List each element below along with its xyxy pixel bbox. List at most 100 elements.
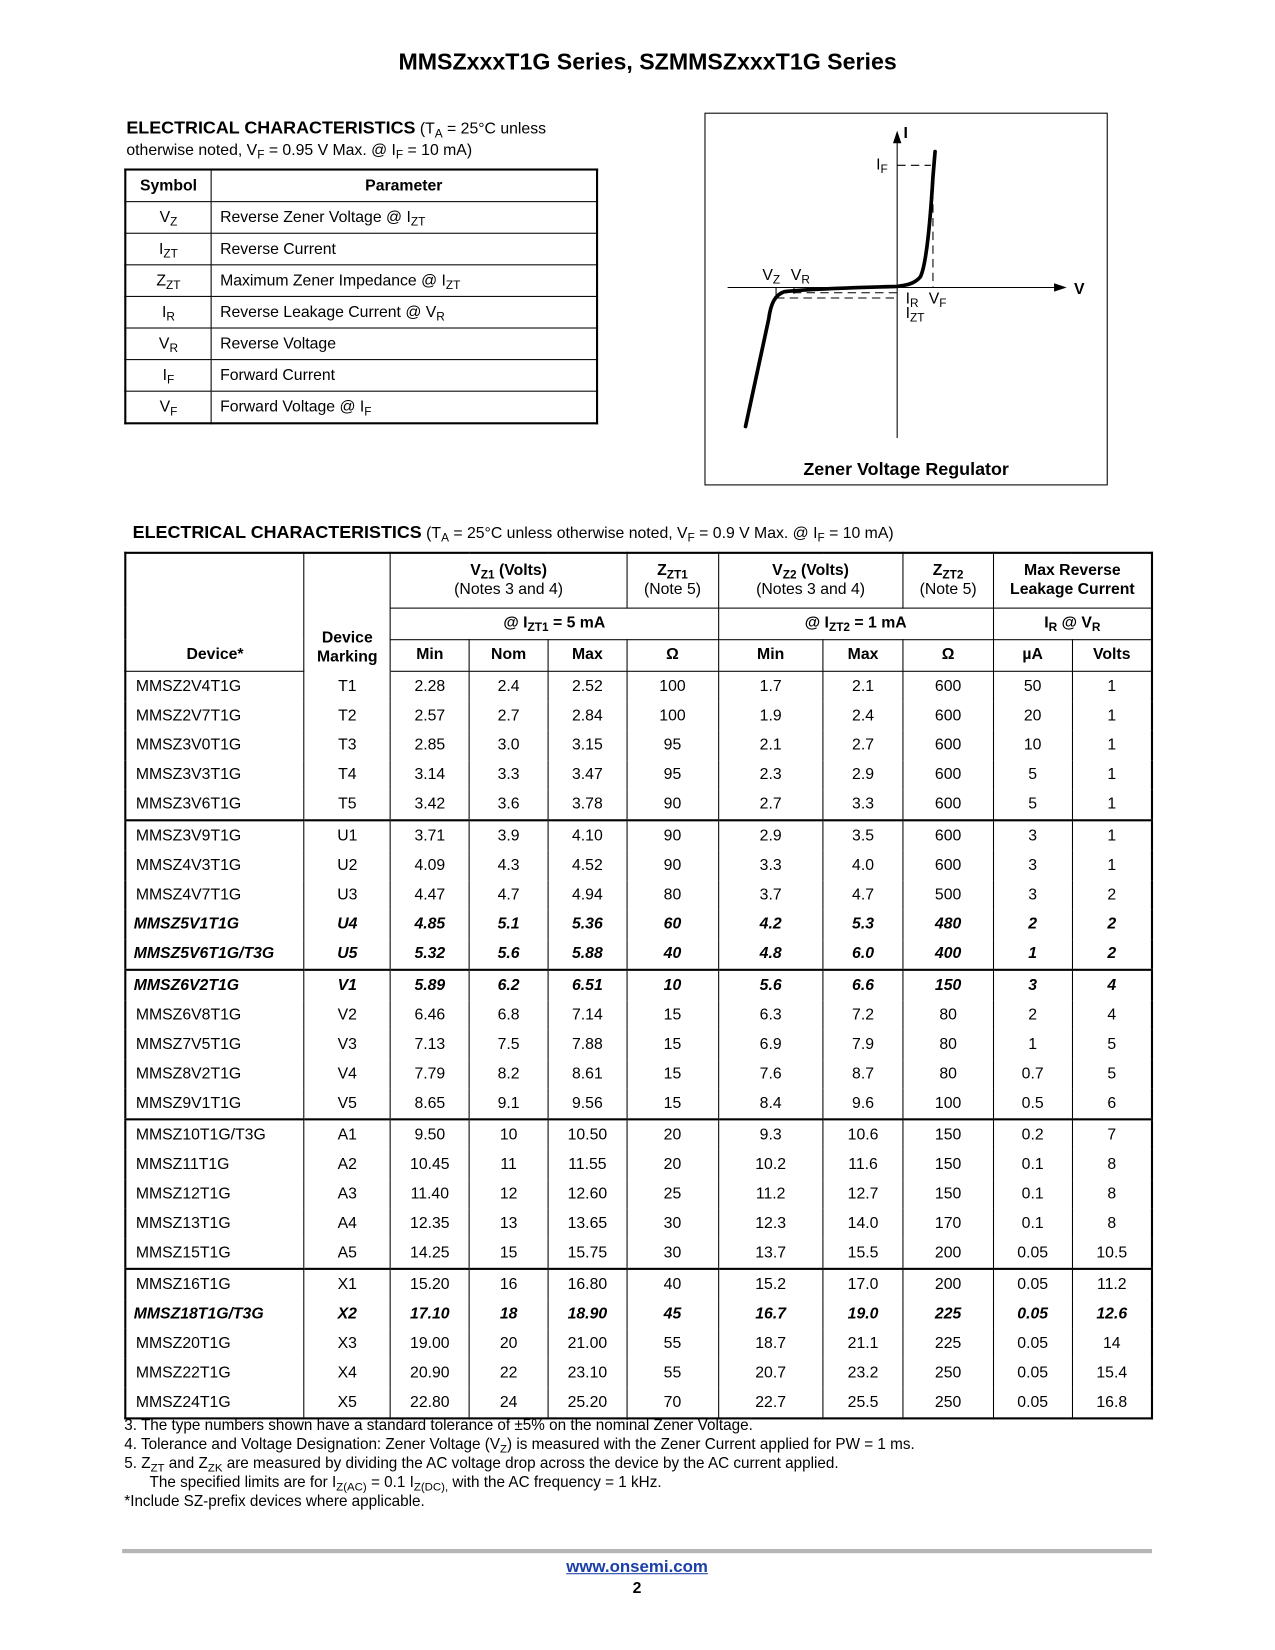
cell-vz2-min: 10.2 (717, 1149, 824, 1179)
cell-zzt1: 20 (626, 1117, 719, 1150)
cell-vz1-max: 3.15 (547, 730, 628, 760)
cell-zzt2: 500 (902, 879, 994, 910)
cell-device: MMSZ9V1T1G (124, 1088, 305, 1119)
cell-zzt1: 55 (626, 1328, 719, 1358)
table-row: MMSZ6V2T1G V1 5.89 6.2 6.51 10 5.6 6.6 150 3 4 (124, 968, 1153, 1000)
cell-device: MMSZ10T1G/T3G (124, 1117, 305, 1150)
cell-vz1-nom: 3.9 (468, 818, 549, 851)
col-zzt2: ZZT2 (Note 5) (902, 552, 994, 609)
cell-marking: T1 (303, 670, 391, 701)
cell-vz2-max: 4.7 (822, 879, 904, 910)
cell-vz1-min: 20.90 (389, 1357, 470, 1388)
cell-zzt1: 60 (626, 909, 719, 939)
cell-vz1-max: 5.88 (547, 938, 628, 970)
cell-vr: 7 (1071, 1117, 1153, 1150)
cell-vz1-min: 2.28 (389, 670, 470, 701)
cell-vz1-nom: 12 (468, 1178, 549, 1209)
cell-vz1-min: 7.13 (389, 1029, 470, 1059)
cell-vr: 1 (1071, 730, 1153, 760)
symbol-sub: F (170, 405, 178, 419)
table-row: MMSZ3V9T1G U1 3.71 3.9 4.10 90 2.9 3.5 600 3 1 (124, 818, 1153, 851)
cell-vz1-max: 7.88 (547, 1029, 628, 1059)
cell-vz1-max: 2.52 (547, 670, 628, 701)
symbol-cell: IF (124, 359, 212, 392)
note-5: 5. ZZT and ZZK are measured by dividing … (124, 1454, 915, 1474)
cell-vr: 5 (1071, 1058, 1153, 1089)
cell-vr: 4 (1071, 968, 1153, 1000)
label-text: V (762, 266, 773, 285)
col-zzt1-ohm: Ω (626, 638, 719, 672)
cell-vz2-max: 23.2 (822, 1357, 904, 1388)
cell-vz2-max: 7.9 (822, 1029, 904, 1059)
i-axis-arrow-icon (892, 130, 902, 144)
cell-ir: 10 (992, 730, 1073, 760)
hdr-sub: ZT1 (666, 569, 688, 582)
cell-vz2-min: 9.3 (717, 1117, 824, 1150)
parameter-cell: Reverse Zener Voltage @ IZT (210, 201, 598, 234)
parameter-text: Reverse Leakage Current @ V (220, 303, 437, 322)
cell-vz2-max: 7.2 (822, 999, 904, 1030)
hdr-text: @ V (1057, 613, 1092, 632)
cell-zzt1: 90 (626, 789, 719, 820)
cell-device: MMSZ5V6T1G/T3G (124, 938, 305, 970)
symbol-text: V (159, 208, 171, 227)
cell-vz1-min: 9.50 (389, 1117, 470, 1150)
symbol-cell: VR (124, 327, 212, 361)
cond-text: = 25°C unless (442, 120, 547, 138)
cell-ir: 50 (992, 670, 1073, 701)
cell-vz1-nom: 2.7 (468, 700, 549, 731)
hdr-sub: ZT2 (942, 569, 964, 582)
cell-vr: 8 (1071, 1149, 1153, 1179)
cell-vz1-max: 4.10 (547, 818, 628, 851)
label-text: I (905, 289, 910, 308)
hdr-text: @ I (503, 613, 528, 632)
symbol-row: IR Reverse Leakage Current @ V R (124, 295, 598, 329)
cell-vz2-min: 1.7 (717, 670, 824, 701)
symbol-cell: VF (124, 390, 212, 424)
note-sub: Z (500, 1442, 508, 1456)
col-vz1-nom: Nom (468, 638, 549, 672)
table-row: MMSZ3V6T1G T5 3.42 3.6 3.78 90 2.7 3.3 600 5 1 (124, 789, 1153, 820)
table-row: MMSZ16T1G X1 15.20 16 16.80 40 15.2 17.0 200 0.05… (124, 1267, 1153, 1299)
cell-vz1-nom: 20 (468, 1328, 549, 1358)
cell-device: MMSZ2V4T1G (124, 670, 305, 701)
cell-vz2-min: 1.9 (717, 700, 824, 731)
cell-vz2-max: 12.7 (822, 1178, 904, 1209)
cell-ir: 0.1 (992, 1208, 1073, 1238)
website-link[interactable]: www.onsemi.com (566, 1558, 708, 1577)
symbol-text: I (162, 366, 168, 385)
symbol-row: ZZT Maximum Zener Impedance @ IZT (124, 264, 598, 297)
cell-device: MMSZ3V6T1G (124, 789, 305, 820)
cell-marking: V5 (303, 1088, 391, 1119)
section-heading: ELECTRICAL CHARACTERISTICS (132, 522, 422, 543)
cell-vz1-max: 25.20 (547, 1387, 628, 1418)
cell-vz2-max: 8.7 (822, 1058, 904, 1089)
cell-vz1-nom: 6.8 (468, 999, 549, 1030)
cell-zzt2: 600 (902, 700, 994, 731)
col-ir-ua: µA (992, 638, 1073, 672)
iv-curve-svg (727, 130, 1067, 439)
symbol-cell: IR (124, 295, 212, 329)
symbol-sub: R (166, 311, 175, 324)
cell-vz2-max: 2.1 (822, 670, 904, 701)
table-row: MMSZ3V3T1G T4 3.14 3.3 3.47 95 2.3 2.9 600 5 1 (124, 759, 1153, 790)
hdr-text: = 1 mA (850, 613, 907, 632)
parameter-sub: ZT (445, 279, 461, 293)
cell-vz1-min: 4.47 (389, 879, 470, 910)
cell-zzt2: 600 (902, 789, 994, 820)
label-sub: ZT (909, 312, 925, 325)
cell-vz1-max: 2.84 (547, 700, 628, 731)
label-vz: VZ (762, 266, 780, 286)
cell-zzt1: 30 (626, 1237, 719, 1269)
cell-vz1-min: 5.32 (389, 938, 470, 970)
table-row: MMSZ22T1G X4 20.90 22 23.10 55 20.7 23.2 250 0.05… (124, 1357, 1153, 1388)
cell-vz2-max: 14.0 (822, 1208, 904, 1238)
section-heading: ELECTRICAL CHARACTERISTICS (126, 117, 416, 138)
symbol-text: I (159, 240, 164, 258)
hdr-text: I (1044, 613, 1049, 632)
note-sub: Z(DC), (413, 1480, 449, 1494)
cell-zzt1: 40 (626, 938, 719, 970)
cell-marking: A3 (303, 1178, 391, 1209)
hdr-note: (Notes 3 and 4) (756, 580, 865, 599)
cell-vr: 11.2 (1071, 1267, 1153, 1299)
